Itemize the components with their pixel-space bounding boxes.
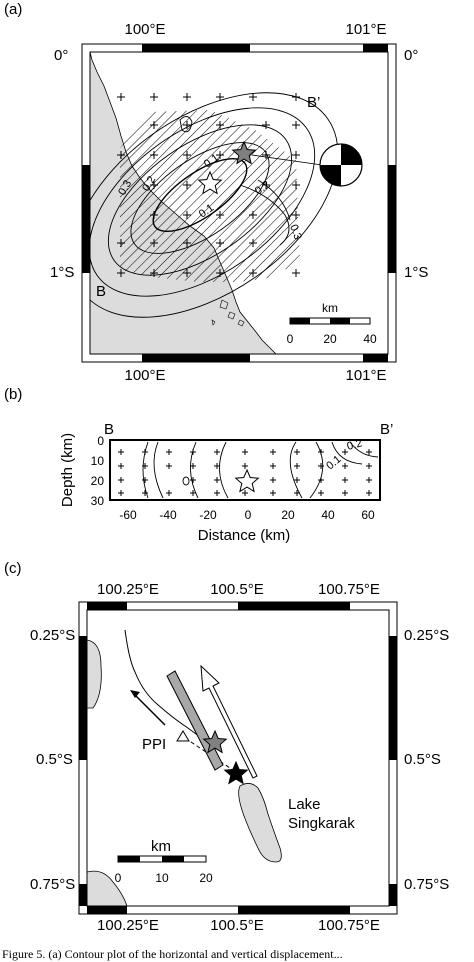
focal-connector — [251, 154, 323, 166]
panel-c-lon-label-bottom: 100.75°E — [318, 917, 380, 934]
panel-c-lat-label: 0.5°S — [36, 751, 73, 768]
panel-a: (a) 100°E 101°E 100°E 101°E 0° 0° 1°S 1°… — [4, 1, 428, 384]
panel-c: (c) 100.25°E 100.5°E 100.75°E 100.25°E 1… — [4, 560, 449, 934]
motion-arrow — [134, 694, 166, 726]
depth-tick: 30 — [91, 494, 105, 508]
scale-tick: 20 — [199, 871, 213, 885]
figure-caption: Figure 5. (a) Contour plot of the horizo… — [2, 947, 343, 961]
panel-c-lon-label: 100.75°E — [318, 581, 380, 598]
epicenter-star-gray — [231, 140, 257, 165]
focal-mechanism-icon — [319, 143, 363, 187]
grid-markers — [117, 93, 300, 277]
panel-b: (b) B B’ 0.2 0. — [4, 386, 393, 544]
depth-grid-markers — [118, 449, 372, 496]
panel-a-lon-label-100-bottom: 100°E — [124, 367, 165, 384]
panel-a-lon-label-101-bottom: 101°E — [345, 367, 386, 384]
panel-c-lon-label-bottom: 100.25°E — [97, 917, 159, 934]
depth-contour-label: 0.2 — [346, 437, 364, 453]
lake-label-line2: Singkarak — [288, 815, 355, 832]
panel-c-label: (c) — [4, 560, 22, 577]
panel-c-lon-label-bottom: 100.5°E — [210, 917, 264, 934]
panel-c-lat-label: 0.25°S — [404, 627, 449, 644]
panel-c-lon-label: 100.25°E — [97, 581, 159, 598]
distance-axis-label: Distance (km) — [198, 527, 291, 544]
profile-end-label: B’ — [307, 94, 320, 111]
depth-tick: 20 — [91, 474, 105, 488]
epicenter-star-white — [197, 170, 223, 195]
distance-tick: -40 — [159, 508, 177, 522]
panel-a-lon-label-100: 100°E — [124, 21, 165, 38]
rupture-band — [166, 670, 224, 771]
islands — [211, 299, 245, 327]
scale-unit: km — [151, 838, 171, 855]
scale-tick: 0 — [287, 332, 294, 346]
fault-trace — [124, 629, 216, 751]
station-label: PPI — [142, 736, 166, 753]
panel-c-lat-label: 0.5°S — [404, 751, 441, 768]
panel-a-lon-label-101: 101°E — [345, 21, 386, 38]
panel-c-lat-label: 0.75°S — [30, 876, 75, 893]
hypocenter-star — [234, 468, 260, 493]
lake-singkarak — [238, 783, 282, 863]
contours — [90, 92, 339, 318]
depth-tick: 10 — [91, 454, 105, 468]
panel-a-lat-label-1s: 1°S — [50, 264, 74, 281]
depth-axis-label: Depth (km) — [59, 433, 76, 507]
epicenter-star-gray — [202, 729, 228, 754]
scale-tick: 20 — [323, 332, 337, 346]
panel-c-lon-label: 100.5°E — [210, 581, 264, 598]
hatched-region — [120, 110, 300, 282]
panel-c-lat-label: 0.25°S — [30, 627, 75, 644]
epicenter-star-black — [223, 760, 249, 785]
panel-a-map: 0.1 0.2 0.3 0.1 0.2 0.3 — [90, 52, 388, 354]
panel-a-frame — [81, 43, 397, 363]
panel-c-map — [87, 610, 389, 906]
panel-c-lat-label: 0.75°S — [404, 876, 449, 893]
depth-tick: 0 — [97, 434, 104, 448]
depth-axis: 0 10 20 30 Depth (km) — [59, 433, 104, 508]
land-west — [87, 639, 102, 709]
distance-axis: -60 -40 -20 0 20 40 60 Distance (km) — [119, 508, 375, 544]
distance-tick: -20 — [199, 508, 217, 522]
scale-tick: 40 — [363, 332, 377, 346]
profile-start-label: B — [96, 283, 106, 300]
panel-a-scale-bar: km 0 20 40 — [287, 301, 377, 346]
scale-unit: km — [322, 301, 338, 315]
land-southwest — [87, 870, 128, 906]
distance-tick: 0 — [245, 508, 252, 522]
slip-arrow — [200, 664, 258, 779]
motion-arrowhead — [130, 690, 140, 698]
scale-tick: 10 — [155, 871, 169, 885]
contour-label: 0.3 — [287, 223, 304, 241]
panel-a-lat-label-0-right: 0° — [404, 47, 418, 64]
distance-tick: -60 — [119, 508, 137, 522]
panel-b-start-label: B — [104, 421, 114, 438]
distance-tick: 40 — [321, 508, 335, 522]
panel-a-lat-label-1s-right: 1°S — [404, 264, 428, 281]
panel-c-frame — [78, 601, 398, 915]
panel-b-end-label: B’ — [380, 421, 393, 438]
station-triangle — [176, 730, 190, 742]
distance-tick: 60 — [361, 508, 375, 522]
lake-label-line1: Lake — [288, 796, 321, 813]
panel-c-scale-bar — [117, 855, 207, 863]
scale-tick: 0 — [115, 871, 122, 885]
distance-tick: 20 — [281, 508, 295, 522]
panel-b-label: (b) — [4, 386, 22, 403]
panel-a-lat-label-0: 0° — [54, 47, 68, 64]
panel-a-label: (a) — [4, 1, 22, 18]
